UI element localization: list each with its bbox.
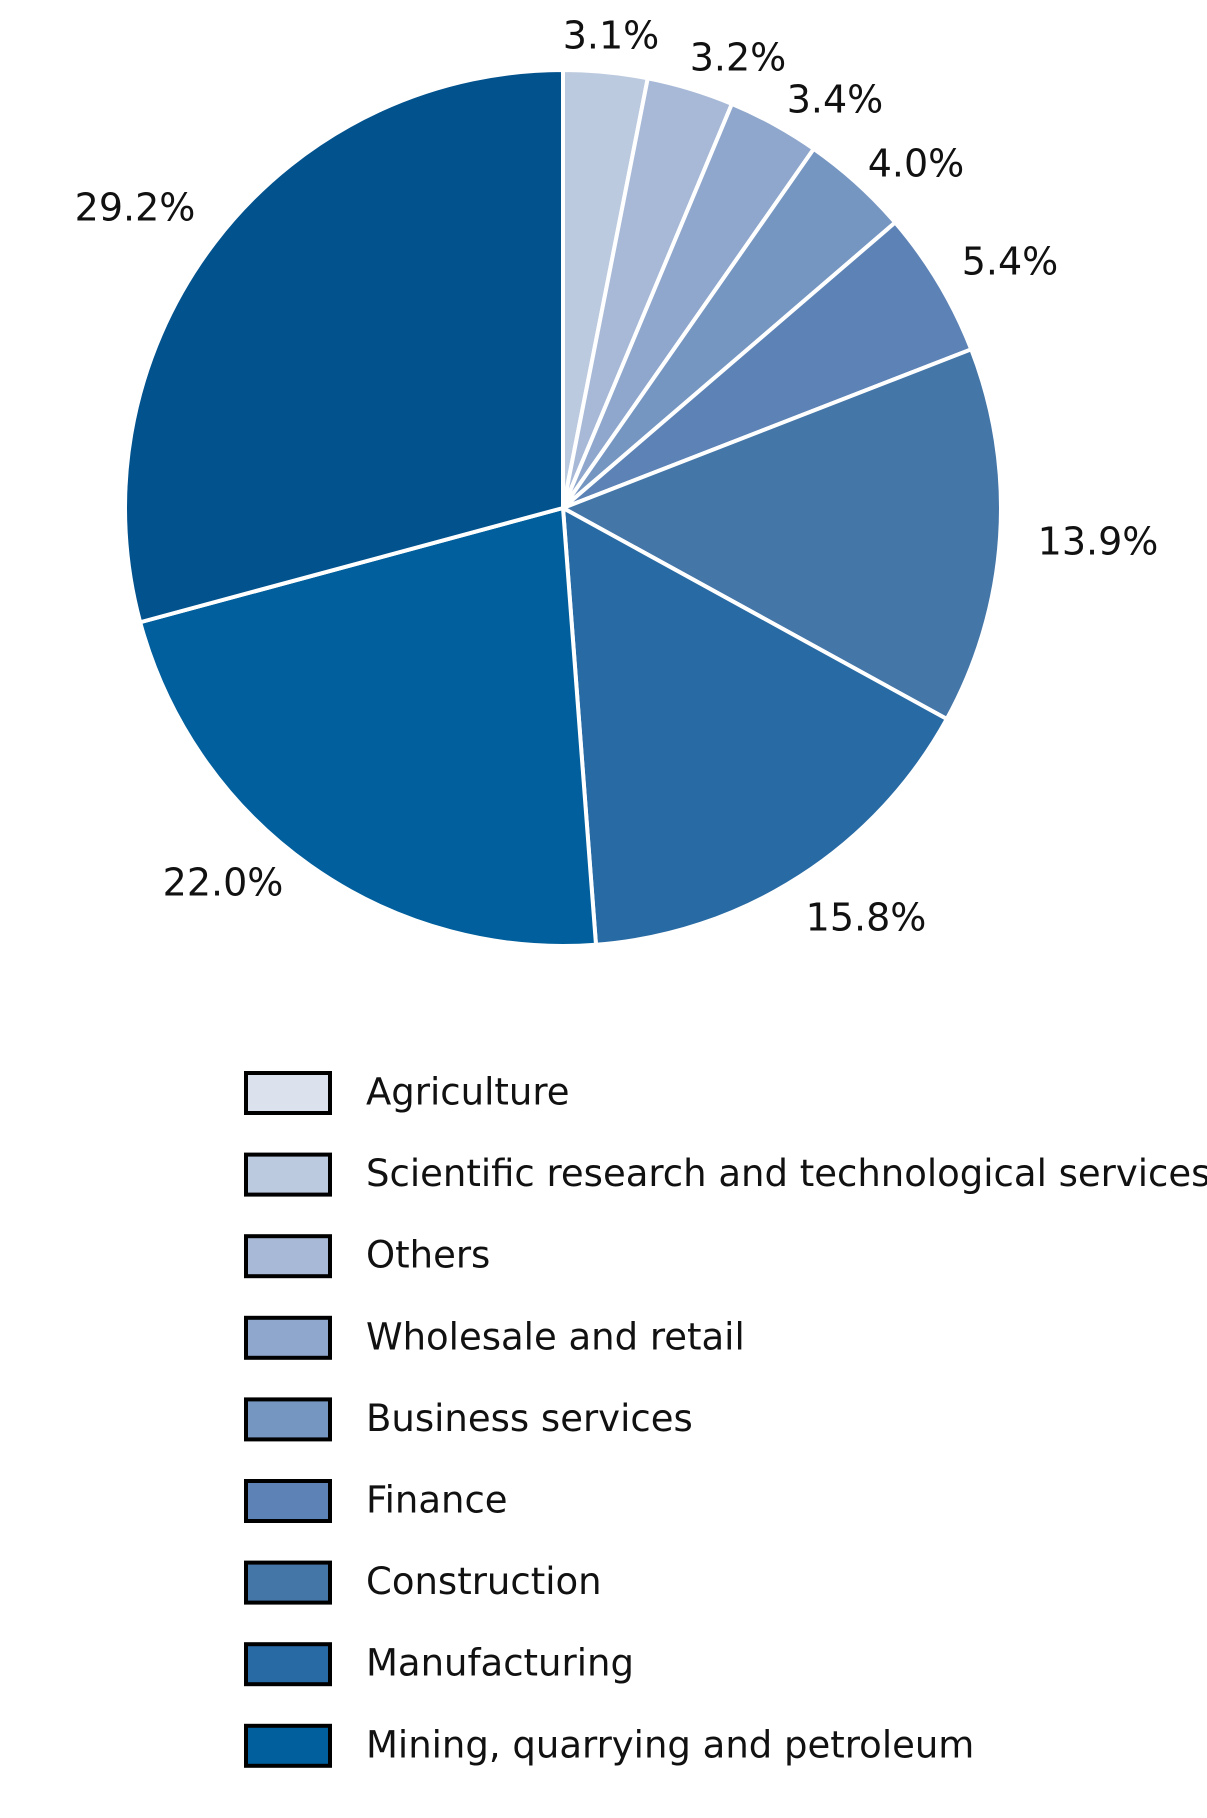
legend-swatch <box>244 1315 332 1360</box>
legend-item-business-services: Business services <box>244 1397 693 1442</box>
legend-swatch <box>244 1479 332 1523</box>
legend-label: Construction <box>366 1560 602 1603</box>
slice-label-finance: 13.9% <box>1038 520 1159 564</box>
legend-item-construction: Construction <box>244 1560 602 1605</box>
legend-label: Manufacturing <box>366 1642 634 1685</box>
slice-labels: 3.1% 3.2%3.4% 4.0% 5.4% 13.9% 15.8% 22.0% 29.2% <box>75 14 1159 940</box>
slice-label-construction: 15.8% <box>806 896 927 940</box>
legend-item-mining-quarrying-and-petroleum: Mining, quarrying and petroleum <box>244 1723 974 1768</box>
legend-label: Finance <box>366 1479 508 1522</box>
legend-label: Business services <box>366 1397 693 1440</box>
legend-swatch <box>244 1560 332 1605</box>
legend-label: Mining, quarrying and petroleum <box>366 1723 974 1766</box>
legend-item-wholesale-and-retail: Wholesale and retail <box>244 1315 745 1360</box>
slice-label-agriculture: 3.1% <box>563 14 660 58</box>
legend-item-manufacturing: Manufacturing <box>244 1642 634 1687</box>
legend-swatch <box>244 1234 332 1279</box>
legend-label: Others <box>366 1234 490 1277</box>
slice-label-business-services: 5.4% <box>962 240 1059 284</box>
pie-slice-construction <box>561 506 949 947</box>
legend-swatch <box>244 1723 332 1768</box>
slice-label-manufacturing: 22.0% <box>163 861 284 905</box>
legend-swatch <box>244 1397 332 1442</box>
legend: Agriculture Scientific research and techn… <box>244 1071 1207 1768</box>
pie-slice-business-services <box>561 220 974 510</box>
legend-label: Agriculture <box>366 1071 569 1114</box>
legend-item-agriculture: Agriculture <box>244 1071 569 1115</box>
pie-slice-manufacturing <box>138 506 598 949</box>
legend-item-scientific-research-and-technological-services: Scientific research and technological se… <box>244 1152 1207 1197</box>
legend-item-finance: Finance <box>244 1479 508 1523</box>
slice-label-scientific-research-and-technological-services: 3.2% <box>690 36 787 80</box>
legend-swatch <box>244 1642 332 1687</box>
slice-label-others: 3.4% <box>787 78 884 122</box>
legend-swatch <box>244 1152 332 1197</box>
pie-slice-finance <box>561 347 1003 722</box>
legend-item-others: Others <box>244 1234 490 1279</box>
pie-slice-mining-quarrying-and-petroleum <box>123 68 565 625</box>
slice-label-mining-quarrying-and-petroleum: 29.2% <box>75 186 196 230</box>
legend-swatch <box>244 1071 332 1115</box>
pie-slices <box>123 68 1003 949</box>
slice-label-wholesale-and-retail: 4.0% <box>868 142 965 186</box>
legend-label: Scientific research and technological se… <box>366 1152 1207 1195</box>
legend-label: Wholesale and retail <box>366 1315 745 1358</box>
